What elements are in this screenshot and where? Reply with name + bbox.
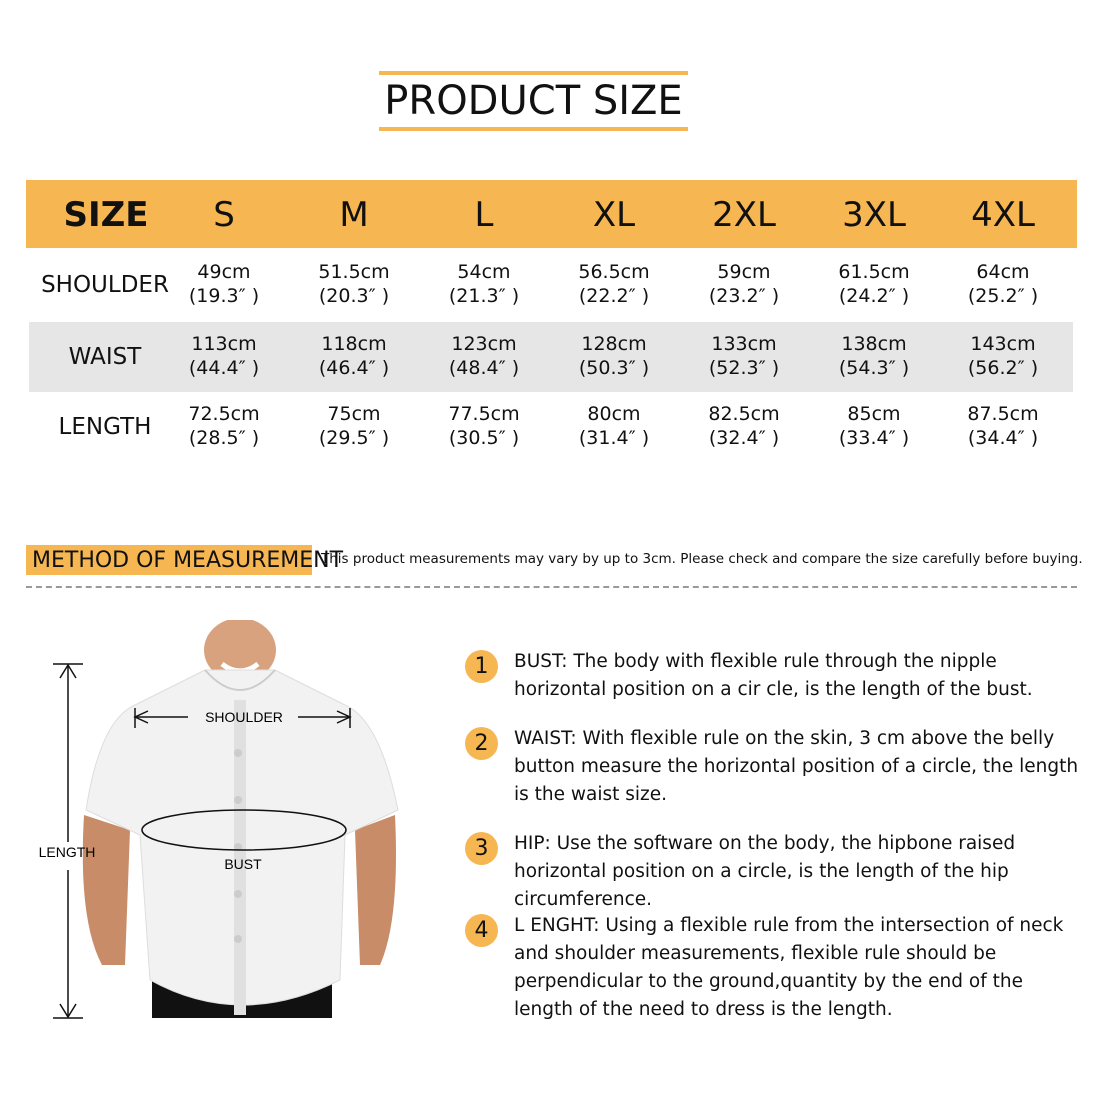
size-col-s: S [213,195,235,235]
step-text: HIP: Use the software on the body, the h… [514,833,1016,910]
cell-inch: (48.4″ ) [448,357,520,379]
table-cell: 75cm (29.5″ ) [289,402,419,450]
cell-cm: 113cm [191,333,257,355]
shoulder-label: SHOULDER [205,709,283,725]
cell-inch: (22.2″ ) [578,285,650,307]
cell-cm: 80cm [587,403,641,425]
table-cell: 49cm (19.3″ ) [159,260,289,308]
step-number-badge: 4 [465,914,498,947]
page-title: PRODUCT SIZE [384,78,683,124]
cell-inch: (31.4″ ) [578,427,650,449]
size-col-2xl: 2XL [712,195,776,235]
length-label: LENGTH [39,844,96,860]
size-col-4xl: 4XL [971,195,1035,235]
table-cell: 123cm (48.4″ ) [419,332,549,380]
cell-inch: (34.4″ ) [967,427,1039,449]
cell-inch: (54.3″ ) [838,357,910,379]
bust-label: BUST [224,856,262,872]
measurement-note: This product measurements may vary by up… [321,551,1083,567]
cell-cm: 138cm [841,333,907,355]
cell-cm: 51.5cm [318,261,390,283]
cell-cm: 87.5cm [967,403,1039,425]
table-cell: 133cm (52.3″ ) [679,332,809,380]
cell-cm: 56.5cm [578,261,650,283]
title-banner: PRODUCT SIZE [379,71,688,131]
cell-cm: 54cm [457,261,511,283]
step-number-badge: 3 [465,832,498,865]
cell-inch: (24.2″ ) [838,285,910,307]
row-label: SHOULDER [41,272,169,298]
cell-cm: 77.5cm [448,403,520,425]
cell-cm: 75cm [327,403,381,425]
table-cell: 118cm (46.4″ ) [289,332,419,380]
cell-inch: (29.5″ ) [318,427,390,449]
table-cell: 51.5cm (20.3″ ) [289,260,419,308]
cell-cm: 128cm [581,333,647,355]
cell-cm: 72.5cm [188,403,260,425]
table-cell: 59cm (23.2″ ) [679,260,809,308]
cell-cm: 61.5cm [838,261,910,283]
size-col-l: L [474,195,494,235]
cell-cm: 133cm [711,333,777,355]
shoulder-arrow [133,708,352,728]
table-cell: 128cm (50.3″ ) [549,332,679,380]
cell-cm: 59cm [717,261,771,283]
cell-inch: (46.4″ ) [318,357,390,379]
row-label: LENGTH [58,414,152,440]
bust-ellipse [141,809,347,851]
model-illustration [82,618,399,1018]
table-cell: 56.5cm (22.2″ ) [549,260,679,308]
table-cell: 64cm (25.2″ ) [938,260,1068,308]
table-row-waist: WAIST 113cm (44.4″ ) 118cm (46.4″ ) 123cm (48.… [29,322,1073,392]
table-cell: 72.5cm (28.5″ ) [159,402,289,450]
step-number-badge: 1 [465,650,498,683]
cell-inch: (23.2″ ) [708,285,780,307]
cell-inch: (50.3″ ) [578,357,650,379]
cell-inch: (52.3″ ) [708,357,780,379]
cell-cm: 118cm [321,333,387,355]
size-col-3xl: 3XL [842,195,906,235]
cell-inch: (32.4″ ) [708,427,780,449]
cell-inch: (44.4″ ) [188,357,260,379]
method-heading: METHOD OF MEASUREMENT [26,545,343,575]
length-arrow [53,663,83,1019]
table-row-shoulder: SHOULDER 49cm (19.3″ ) 51.5cm (20.3″ ) 54cm (2… [29,250,1073,320]
cell-inch: (28.5″ ) [188,427,260,449]
table-cell: 82.5cm (32.4″ ) [679,402,809,450]
table-cell: 85cm (33.4″ ) [809,402,939,450]
cell-inch: (33.4″ ) [838,427,910,449]
table-cell: 54cm (21.3″ ) [419,260,549,308]
step-text: BUST: The body with flexible rule throug… [514,651,1033,700]
size-header-label: SIZE [63,195,149,235]
step-text: WAIST: With flexible rule on the skin, 3… [514,728,1079,805]
cell-inch: (30.5″ ) [448,427,520,449]
size-table-header: SIZE S M L XL 2XL 3XL 4XL [26,180,1077,248]
table-row-length: LENGTH 72.5cm (28.5″ ) 75cm (29.5″ ) 77.5cm (3… [29,392,1073,462]
cell-cm: 49cm [197,261,251,283]
cell-cm: 82.5cm [708,403,780,425]
cell-inch: (20.3″ ) [318,285,390,307]
step-text: L ENGHT: Using a flexible rule from the … [514,915,1064,1020]
cell-inch: (19.3″ ) [188,285,260,307]
table-cell: 61.5cm (24.2″ ) [809,260,939,308]
shirt-figure: SHOULDER BUST LENGTH [0,618,450,1040]
cell-cm: 123cm [451,333,517,355]
size-col-m: M [339,195,369,235]
table-cell: 87.5cm (34.4″ ) [938,402,1068,450]
cell-cm: 85cm [847,403,901,425]
table-cell: 143cm (56.2″ ) [938,332,1068,380]
table-cell: 77.5cm (30.5″ ) [419,402,549,450]
table-cell: 113cm (44.4″ ) [159,332,289,380]
cell-inch: (25.2″ ) [967,285,1039,307]
dashed-divider [26,586,1077,588]
cell-inch: (56.2″ ) [967,357,1039,379]
size-col-xl: XL [592,195,636,235]
cell-cm: 143cm [970,333,1036,355]
cell-cm: 64cm [976,261,1030,283]
table-cell: 80cm (31.4″ ) [549,402,679,450]
cell-inch: (21.3″ ) [448,285,520,307]
step-number-badge: 2 [465,727,498,760]
row-label: WAIST [68,344,142,370]
table-cell: 138cm (54.3″ ) [809,332,939,380]
